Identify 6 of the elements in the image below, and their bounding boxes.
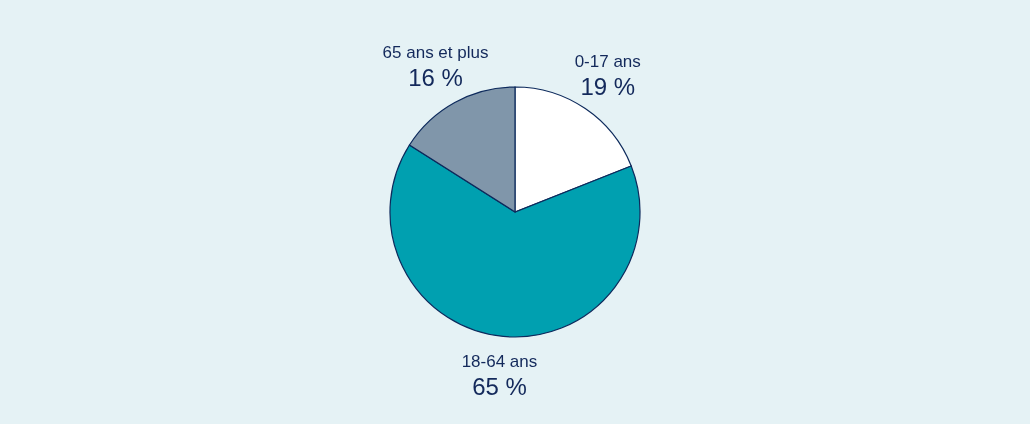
slice-label: 0-17 ans — [574, 51, 641, 71]
data-label: 65 % — [472, 373, 527, 401]
data-label: 19 % — [580, 72, 636, 100]
data-label: 16 % — [408, 64, 463, 92]
slice-label: 18-64 ans — [461, 352, 538, 372]
slice-label: 65 ans et plus — [382, 43, 489, 63]
